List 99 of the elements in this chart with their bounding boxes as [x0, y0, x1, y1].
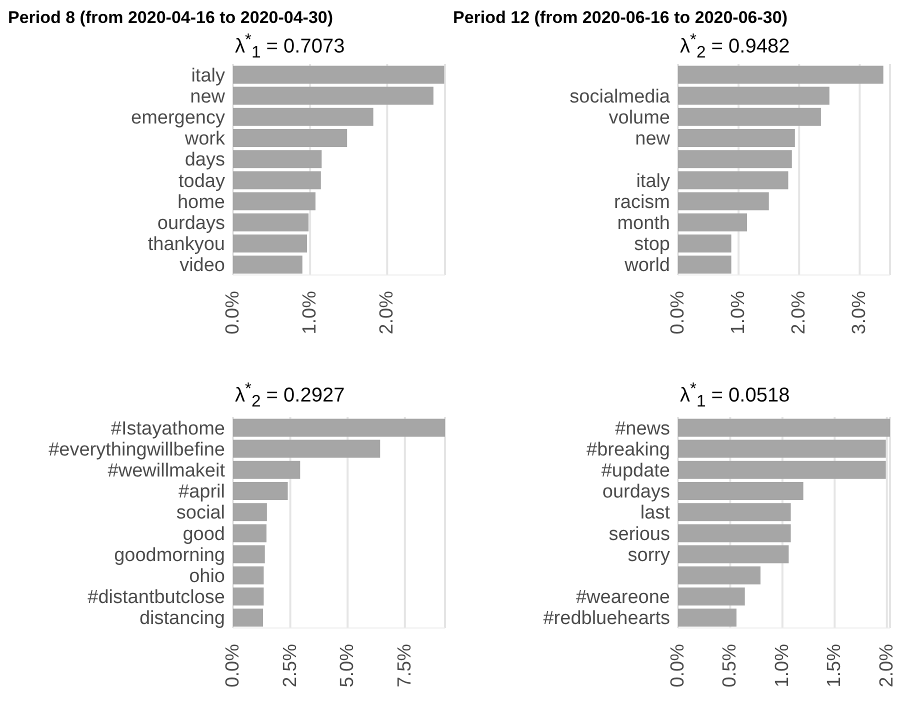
y-tick-label: good	[182, 524, 225, 545]
chart-subtitle: λ$^{*}$$_{2}$ = 0.9482	[680, 30, 790, 63]
bar	[233, 256, 302, 274]
bar	[678, 418, 890, 437]
bar	[233, 503, 267, 522]
bar	[233, 213, 309, 232]
y-tick-label: ohio	[189, 566, 225, 587]
y-tick-label: serious	[608, 524, 670, 545]
chart-title: λ$^{*}$$_{1}$ = 0.0518	[680, 379, 790, 412]
y-tick-label: month	[617, 212, 670, 234]
bar	[678, 66, 884, 84]
bar	[678, 608, 736, 627]
y-tick-label: #breaking	[586, 439, 670, 460]
x-tick-label: 1.0%	[728, 290, 750, 334]
bar	[678, 460, 886, 479]
bar	[678, 213, 748, 232]
bar	[233, 524, 266, 542]
x-tick-label: 5.0%	[337, 644, 358, 688]
y-tick-label: ourdays	[602, 482, 670, 503]
bar	[233, 66, 444, 84]
bar	[233, 608, 264, 627]
bar	[233, 440, 380, 458]
bar	[233, 545, 265, 564]
x-tick-label: 7.5%	[394, 644, 416, 688]
x-tick-label: 2.0%	[376, 290, 398, 334]
bar	[678, 150, 792, 168]
bar	[678, 587, 745, 606]
x-tick-label: 1.5%	[824, 644, 846, 688]
bar	[678, 566, 761, 584]
bar	[233, 566, 264, 584]
bar	[233, 482, 288, 500]
y-tick-label: #distantbutclose	[88, 587, 225, 608]
x-tick-label: 1.0%	[772, 644, 793, 688]
y-tick-label: volume	[608, 107, 670, 128]
bar	[233, 108, 374, 126]
chart-title: Period 8 (from 2020-04-16 to 2020-04-30)	[8, 8, 334, 28]
y-tick-label: work	[184, 128, 226, 150]
y-tick-label: #wewillmakeit	[108, 460, 226, 482]
y-tick-label: #update	[601, 460, 670, 482]
chart-title: Period 12 (from 2020-06-16 to 2020-06-30)	[453, 8, 788, 28]
x-tick-label: 0.0%	[222, 644, 244, 688]
y-tick-label: #weareone	[576, 587, 670, 608]
bar	[678, 440, 886, 458]
chart-title: λ$^{*}$$_{2}$ = 0.2927	[235, 379, 345, 412]
y-tick-label: socialmedia	[570, 86, 670, 108]
bar	[233, 234, 308, 252]
y-tick-label: new	[190, 86, 226, 108]
bar	[678, 171, 788, 190]
y-tick-label: #everythingwillbefine	[48, 439, 225, 460]
bar	[233, 192, 316, 210]
y-tick-label: new	[635, 128, 670, 150]
bar	[678, 234, 732, 252]
bar	[233, 587, 264, 606]
x-tick-label: 0.0%	[668, 290, 688, 334]
bar	[678, 256, 732, 274]
y-tick-label: days	[184, 150, 225, 171]
y-tick-label: home	[177, 192, 225, 213]
bar	[678, 108, 821, 126]
x-tick-label: 0.0%	[668, 644, 688, 688]
y-tick-label: stop	[634, 234, 670, 256]
y-tick-label: emergency	[131, 107, 226, 128]
y-tick-label: last	[640, 502, 671, 524]
bar	[233, 128, 348, 147]
bar	[233, 150, 322, 168]
chart-subtitle: λ$^{*}$$_{1}$ = 0.7073	[235, 30, 345, 63]
x-tick-label: 2.0%	[788, 290, 810, 334]
y-tick-label: #april	[178, 482, 225, 503]
y-tick-label: thankyou	[148, 234, 225, 256]
bar	[678, 128, 795, 147]
bar	[678, 545, 789, 564]
y-tick-label: sorry	[628, 544, 670, 566]
x-tick-label: 1.0%	[300, 290, 321, 334]
x-tick-label: 3.0%	[849, 290, 870, 334]
y-tick-label: #Istayathome	[110, 418, 225, 440]
bar	[678, 192, 769, 210]
x-tick-label: 2.0%	[876, 644, 898, 688]
bar	[678, 524, 791, 542]
bar	[233, 86, 434, 105]
y-tick-label: video	[180, 255, 225, 276]
y-tick-label: ourdays	[157, 212, 225, 234]
bar	[233, 460, 300, 479]
y-tick-label: #redbluehearts	[543, 608, 670, 630]
y-tick-label: italy	[191, 65, 226, 86]
y-tick-label: italy	[636, 170, 670, 192]
bar	[678, 503, 791, 522]
y-tick-label: today	[178, 170, 226, 192]
bar	[678, 86, 830, 105]
y-tick-label: goodmorning	[114, 544, 225, 566]
bar	[233, 418, 445, 437]
x-tick-label: 2.5%	[280, 644, 301, 688]
bar	[678, 482, 804, 500]
y-tick-label: world	[624, 255, 670, 276]
y-tick-label: distancing	[139, 608, 225, 630]
x-tick-label: 0.5%	[720, 644, 741, 688]
bar	[233, 171, 321, 190]
x-tick-label: 0.0%	[222, 290, 244, 334]
y-tick-label: social	[176, 502, 225, 524]
y-tick-label: #news	[615, 418, 670, 440]
y-tick-label: racism	[614, 192, 670, 213]
